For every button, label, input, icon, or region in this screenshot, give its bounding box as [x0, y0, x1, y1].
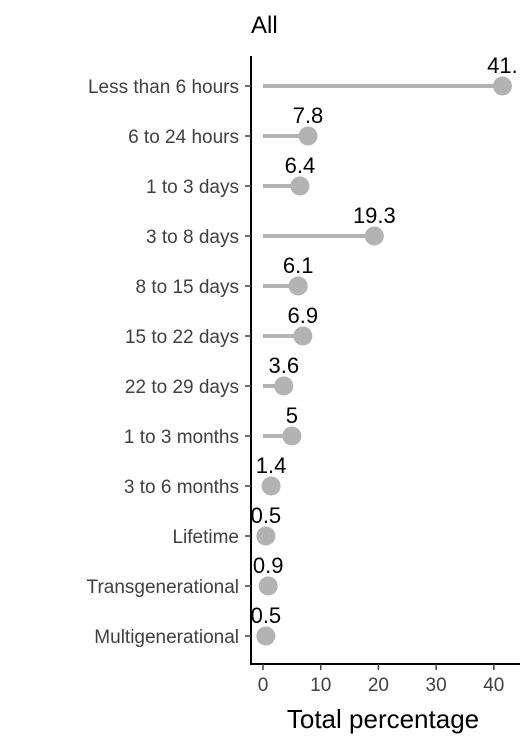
x-tick-label: 40	[483, 675, 504, 696]
data-label: 3.6	[268, 353, 299, 378]
x-tick-label: 20	[368, 675, 389, 696]
lollipop-dot	[364, 226, 384, 246]
chart-title: All	[251, 12, 278, 39]
lollipop-dot	[261, 476, 281, 496]
lollipop-dot	[256, 626, 276, 646]
data-label: 19.3	[353, 203, 396, 228]
category-label: 1 to 3 days	[146, 177, 239, 198]
category-label: Lifetime	[172, 527, 239, 548]
lollipop-dot	[290, 176, 310, 196]
data-label: 0.5	[251, 603, 282, 628]
category-label: 6 to 24 hours	[128, 127, 239, 148]
data-label: 5	[286, 403, 298, 428]
data-label: 6.1	[283, 253, 314, 278]
lollipop-dot	[293, 326, 313, 346]
chart-axes: 0 10 20 30 40 Less than 6 hours 6 to 24 hours 1…	[87, 56, 520, 696]
data-label: 1.4	[256, 453, 287, 478]
data-label: 0.5	[251, 503, 282, 528]
category-label: 3 to 6 months	[124, 477, 239, 498]
category-label: 15 to 22 days	[125, 327, 239, 348]
category-label: 8 to 15 days	[135, 277, 239, 298]
data-label: 6.4	[285, 153, 316, 178]
lollipop-dot	[288, 276, 308, 296]
data-label: 41.	[487, 53, 518, 78]
category-label: Transgenerational	[87, 577, 239, 598]
lollipop-dot	[274, 376, 294, 396]
lollipop-dot	[256, 526, 276, 546]
data-label: 7.8	[293, 103, 324, 128]
x-tick-label: 10	[310, 675, 331, 696]
x-axis-title: Total percentage	[287, 704, 479, 734]
x-tick-label: 30	[426, 675, 447, 696]
category-label: Multigenerational	[94, 627, 239, 648]
lollipop-dot	[298, 126, 318, 146]
lollipop-dot	[258, 576, 278, 596]
category-label: Less than 6 hours	[88, 77, 239, 98]
data-label: 0.9	[253, 553, 284, 578]
chart-marks: 41. 7.8 6.4 19.3 6.1 6.9 3.6 5 1.4 0.5 0.9 0.5	[251, 53, 518, 646]
category-label: 1 to 3 months	[124, 427, 239, 448]
lollipop-dot	[282, 426, 302, 446]
data-label: 6.9	[288, 303, 319, 328]
x-tick-label: 0	[258, 675, 269, 696]
category-label: 22 to 29 days	[125, 377, 239, 398]
category-label: 3 to 8 days	[146, 227, 239, 248]
lollipop-dot	[492, 76, 512, 96]
